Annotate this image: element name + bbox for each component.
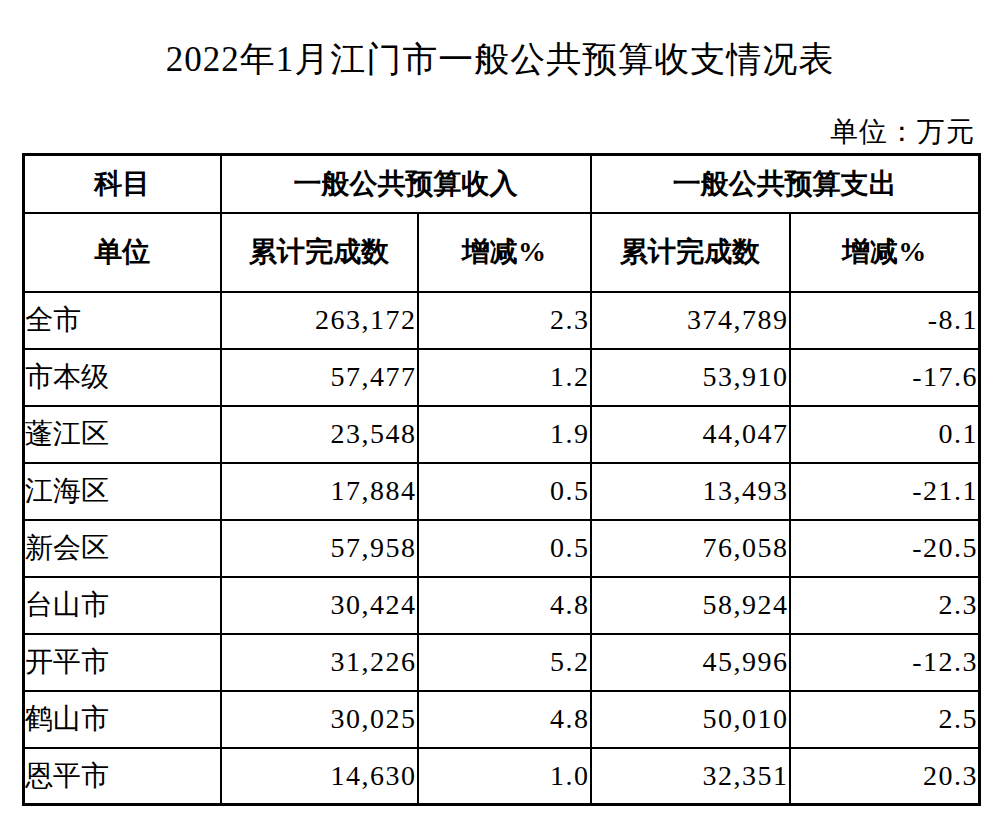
table-row: 江海区17,8840.513,493-21.1 [24, 463, 980, 520]
expenditure-cumulative-cell: 374,789 [591, 292, 790, 349]
region-cell: 市本级 [24, 349, 221, 406]
revenue-change-cell: 0.5 [418, 520, 591, 577]
revenue-change-cell: 2.3 [418, 292, 591, 349]
header-unit: 单位 [24, 213, 221, 292]
revenue-change-cell: 1.0 [418, 748, 591, 805]
revenue-cumulative-cell: 57,477 [221, 349, 418, 406]
expenditure-cumulative-cell: 53,910 [591, 349, 790, 406]
header-expenditure-change: 增减% [790, 213, 980, 292]
region-cell: 江海区 [24, 463, 221, 520]
table-row: 开平市31,2265.245,996-12.3 [24, 634, 980, 691]
table-row: 新会区57,9580.576,058-20.5 [24, 520, 980, 577]
revenue-change-cell: 5.2 [418, 634, 591, 691]
table-row: 鹤山市30,0254.850,0102.5 [24, 691, 980, 748]
region-cell: 开平市 [24, 634, 221, 691]
expenditure-change-cell: -8.1 [790, 292, 980, 349]
revenue-cumulative-cell: 14,630 [221, 748, 418, 805]
table-header-row-groups: 科目 一般公共预算收入 一般公共预算支出 [24, 155, 980, 213]
expenditure-cumulative-cell: 44,047 [591, 406, 790, 463]
revenue-change-cell: 1.9 [418, 406, 591, 463]
region-cell: 新会区 [24, 520, 221, 577]
expenditure-cumulative-cell: 50,010 [591, 691, 790, 748]
header-expenditure-group: 一般公共预算支出 [591, 155, 980, 213]
header-revenue-change: 增减% [418, 213, 591, 292]
expenditure-change-cell: -20.5 [790, 520, 980, 577]
revenue-change-cell: 0.5 [418, 463, 591, 520]
table-body: 全市263,1722.3374,789-8.1市本级57,4771.253,91… [24, 292, 980, 805]
expenditure-change-cell: 0.1 [790, 406, 980, 463]
revenue-cumulative-cell: 57,958 [221, 520, 418, 577]
expenditure-cumulative-cell: 58,924 [591, 577, 790, 634]
header-revenue-group: 一般公共预算收入 [221, 155, 591, 213]
revenue-cumulative-cell: 17,884 [221, 463, 418, 520]
revenue-change-cell: 4.8 [418, 577, 591, 634]
revenue-cumulative-cell: 30,424 [221, 577, 418, 634]
region-cell: 台山市 [24, 577, 221, 634]
table-header-row-columns: 单位 累计完成数 增减% 累计完成数 增减% [24, 213, 980, 292]
header-subject: 科目 [24, 155, 221, 213]
table-row: 台山市30,4244.858,9242.3 [24, 577, 980, 634]
page-title: 2022年1月江门市一般公共预算收支情况表 [0, 36, 1000, 83]
expenditure-cumulative-cell: 32,351 [591, 748, 790, 805]
revenue-cumulative-cell: 23,548 [221, 406, 418, 463]
expenditure-change-cell: -21.1 [790, 463, 980, 520]
expenditure-cumulative-cell: 45,996 [591, 634, 790, 691]
expenditure-change-cell: 20.3 [790, 748, 980, 805]
revenue-change-cell: 4.8 [418, 691, 591, 748]
budget-table: 科目 一般公共预算收入 一般公共预算支出 单位 累计完成数 增减% 累计完成数 … [22, 153, 981, 806]
expenditure-change-cell: -17.6 [790, 349, 980, 406]
region-cell: 恩平市 [24, 748, 221, 805]
revenue-cumulative-cell: 263,172 [221, 292, 418, 349]
region-cell: 鹤山市 [24, 691, 221, 748]
table-row: 蓬江区23,5481.944,0470.1 [24, 406, 980, 463]
table-row: 市本级57,4771.253,910-17.6 [24, 349, 980, 406]
expenditure-change-cell: -12.3 [790, 634, 980, 691]
unit-note: 单位：万元 [22, 113, 975, 151]
budget-report-page: 2022年1月江门市一般公共预算收支情况表 单位：万元 科目 一般公共预算收入 … [0, 0, 1000, 836]
region-cell: 蓬江区 [24, 406, 221, 463]
revenue-cumulative-cell: 31,226 [221, 634, 418, 691]
expenditure-change-cell: 2.3 [790, 577, 980, 634]
revenue-change-cell: 1.2 [418, 349, 591, 406]
header-revenue-cumulative: 累计完成数 [221, 213, 418, 292]
table-row: 恩平市14,6301.032,35120.3 [24, 748, 980, 805]
header-expenditure-cumulative: 累计完成数 [591, 213, 790, 292]
table-row: 全市263,1722.3374,789-8.1 [24, 292, 980, 349]
region-cell: 全市 [24, 292, 221, 349]
expenditure-cumulative-cell: 76,058 [591, 520, 790, 577]
expenditure-change-cell: 2.5 [790, 691, 980, 748]
expenditure-cumulative-cell: 13,493 [591, 463, 790, 520]
revenue-cumulative-cell: 30,025 [221, 691, 418, 748]
